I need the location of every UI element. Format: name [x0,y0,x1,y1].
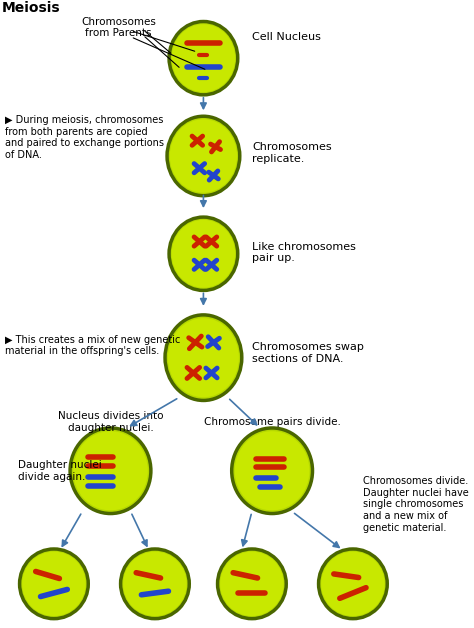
Ellipse shape [168,318,239,398]
Ellipse shape [172,220,235,288]
Ellipse shape [170,119,237,193]
Text: Like chromosomes
pair up.: Like chromosomes pair up. [252,242,356,263]
Ellipse shape [22,551,86,616]
Ellipse shape [235,431,310,511]
Ellipse shape [19,549,88,619]
Ellipse shape [321,551,385,616]
Text: Chromosomes
replicate.: Chromosomes replicate. [252,142,331,164]
Ellipse shape [169,21,238,95]
Text: Chromosomes divide.
Daughter nuclei have
single chromosomes
and a new mix of
gen: Chromosomes divide. Daughter nuclei have… [363,476,469,533]
Text: Cell Nucleus: Cell Nucleus [252,32,321,42]
Ellipse shape [120,549,189,619]
Ellipse shape [319,549,387,619]
Text: Nucleus divides into
daughter nuclei.: Nucleus divides into daughter nuclei. [58,411,163,433]
Ellipse shape [165,315,242,401]
Text: Chromosomes swap
sections of DNA.: Chromosomes swap sections of DNA. [252,342,364,364]
Text: ▶ This creates a mix of new genetic
material in the offspring's cells.: ▶ This creates a mix of new genetic mate… [5,335,181,356]
Text: Chromosome pairs divide.: Chromosome pairs divide. [204,417,340,427]
Ellipse shape [167,116,240,196]
Ellipse shape [172,24,235,92]
Ellipse shape [70,428,151,514]
Ellipse shape [218,549,286,619]
Ellipse shape [169,217,238,290]
Ellipse shape [123,551,187,616]
Text: Meiosis: Meiosis [1,1,60,16]
Ellipse shape [220,551,283,616]
Text: Daughter nuclei
divide again.: Daughter nuclei divide again. [18,460,101,482]
Text: Chromosomes
from Parents: Chromosomes from Parents [81,17,156,38]
Ellipse shape [73,431,148,511]
Text: ▶ During meiosis, chromosomes
from both parents are copied
and paired to exchang: ▶ During meiosis, chromosomes from both … [5,115,164,160]
Ellipse shape [232,428,312,514]
